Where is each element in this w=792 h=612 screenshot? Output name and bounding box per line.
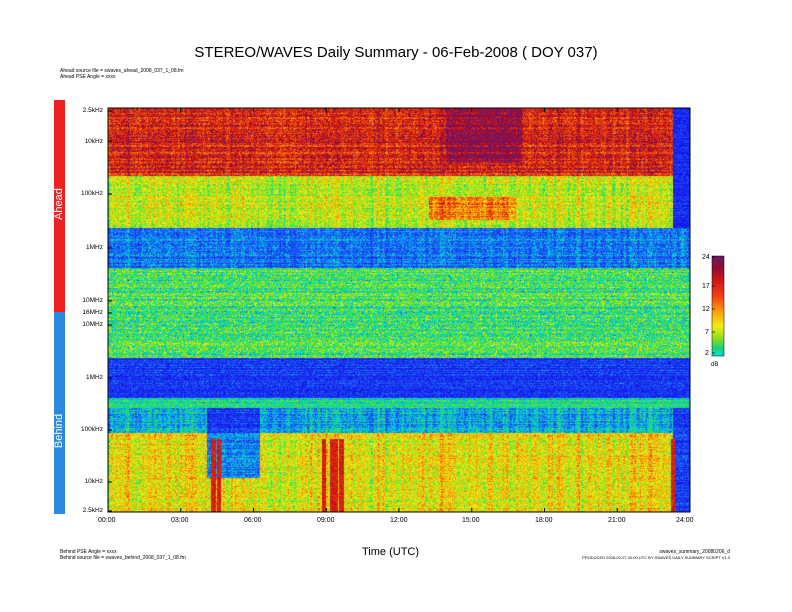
ahead-band xyxy=(54,100,65,312)
ahead-ytick-10mhz: 10MHz xyxy=(82,297,103,304)
ahead-source-note: Ahead source file = swaves_ahead_2008_03… xyxy=(60,68,184,74)
behind-band xyxy=(54,312,65,514)
xtick-2100: 21:00 xyxy=(608,517,626,524)
ahead-angle-note: Ahead PSE Angle = xxxx xyxy=(60,74,116,80)
ahead-ytick-100khz: 100kHz xyxy=(80,190,103,197)
ahead-ytick-1mhz: 1MHz xyxy=(86,244,103,251)
xtick-0600: 06:00 xyxy=(244,517,262,524)
xtick-0900: 09:00 xyxy=(317,517,335,524)
colorbar-tick-7: 7 xyxy=(705,329,709,336)
produced-note: PRODUCED 2008-02-07 00:00 UTC BY SWAVES … xyxy=(582,555,730,560)
behind-angle-note: Behind PSE Angle = xxxx xyxy=(60,549,117,555)
colorbar-tick-2: 2 xyxy=(705,350,709,357)
colorbar-tick-17: 17 xyxy=(702,283,710,290)
spectrogram-plot xyxy=(108,108,690,512)
chart-title: STEREO/WAVES Daily Summary - 06-Feb-2008… xyxy=(194,44,598,61)
behind-ytick-1mhz: 1MHz xyxy=(86,374,103,381)
xtick-1500: 15:00 xyxy=(462,517,480,524)
behind-ytick-10mhz: 10MHz xyxy=(82,321,103,328)
xtick-1800: 18:00 xyxy=(535,517,553,524)
behind-source-note: Behind source file = swaves_behind_2008_… xyxy=(60,555,186,561)
colorbar-tick-12: 12 xyxy=(702,306,710,313)
xtick-2400: 24:00 xyxy=(676,517,694,524)
xtick-0300: 03:00 xyxy=(171,517,189,524)
x-axis-label: Time (UTC) xyxy=(362,546,420,558)
xtick-0000: 00:00 xyxy=(98,517,116,524)
colorbar xyxy=(711,255,725,357)
colorbar-unit: dB xyxy=(711,362,719,368)
behind-ytick-100khz: 100kHz xyxy=(80,426,103,433)
ahead-ytick-2.5khz: 2.5kHz xyxy=(82,107,103,114)
ahead-ytick-16mhz: 16MHz xyxy=(82,309,103,316)
colorbar-tick-24: 24 xyxy=(702,254,710,261)
plot-frame xyxy=(107,107,691,513)
behind-ytick-2.5khz: 2.5kHz xyxy=(82,507,103,514)
product-note: swaves_summary_20080206_d xyxy=(659,549,730,555)
xtick-1200: 12:00 xyxy=(390,517,408,524)
ahead-ytick-10khz: 10kHz xyxy=(84,138,103,145)
behind-ytick-10khz: 10kHz xyxy=(84,478,103,485)
